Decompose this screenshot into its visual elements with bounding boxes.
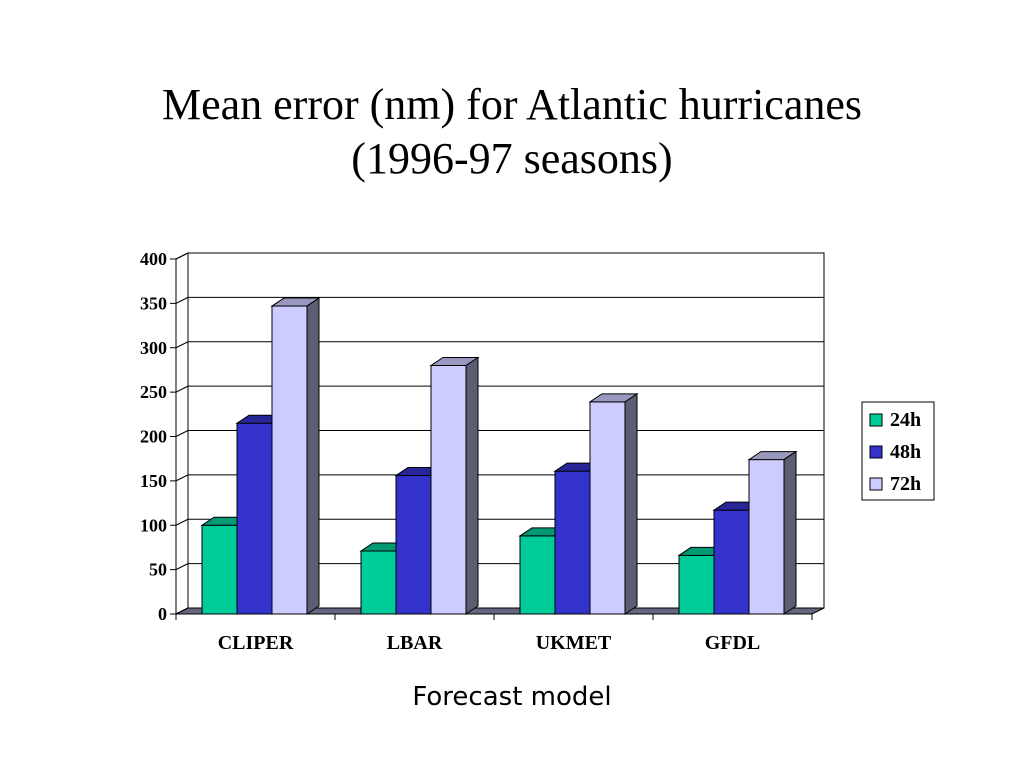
bar-front [554,470,591,615]
y-tick-label: 0 [158,604,167,624]
y-tick-label: 150 [140,471,167,491]
bar-72h-CLIPER [270,297,321,615]
bar-72h-LBAR [429,356,480,615]
gridline-depth [175,341,189,349]
bar-front [430,365,467,615]
bar-front [748,459,785,615]
gridline-depth [175,296,189,304]
x-tick-label: CLIPER [218,632,294,654]
x-tick-label: GFDL [705,632,761,654]
bar-front [678,554,715,615]
legend-label: 48h [890,441,921,463]
bar-front [236,422,273,615]
chart-title-line-1: Mean error (nm) for Atlantic hurricanes [161,80,863,129]
legend-item: 24h [869,409,921,431]
chart-title-line-2: (1996-97 seasons) [351,134,673,183]
bar-side [783,450,797,615]
x-tick-label: UKMET [536,632,612,654]
y-tick-label: 200 [140,427,167,447]
gridline-depth [175,430,189,437]
y-tick-label: 100 [140,515,167,535]
bar-side [624,392,638,615]
bar-side [465,356,479,615]
legend-swatch [869,413,883,427]
x-tick-label: LBAR [387,632,443,654]
y-axis: 0 50 100 150 200 250 300 350 400 [140,249,177,624]
y-tick-label: 350 [140,293,167,313]
legend: 24h 48h 72h [861,401,935,501]
legend-label: 24h [890,409,921,431]
y-tick-label: 250 [140,382,167,402]
bar-front [713,509,750,615]
y-tick-label: 50 [149,560,167,580]
y-tick-label: 400 [140,249,167,269]
x-axis: CLIPER LBAR UKMET GFDL [175,613,813,654]
bar-side [306,297,320,615]
chart-title: Mean error (nm) for Atlantic hurricanes … [0,78,1024,186]
bar-front [395,475,432,615]
legend-item: 72h [869,473,921,495]
bar-front [589,401,626,615]
gridline-depth [175,252,189,260]
legend-label: 72h [890,473,921,495]
y-tick-label: 300 [140,338,167,358]
bar-front [360,550,397,615]
gridline-depth [175,563,189,571]
gridline-depth [175,518,189,526]
gridline-depth [175,385,189,393]
bar-front [201,524,238,615]
bar-front [519,535,556,615]
x-axis-title: Forecast model [412,682,612,712]
legend-swatch [869,477,883,491]
legend-swatch [869,445,883,459]
bar-72h-GFDL [747,450,798,615]
bars [200,297,798,615]
bar-front [271,305,308,615]
legend-item: 48h [869,441,921,463]
gridline-depth [175,474,189,482]
bar-72h-UKMET [588,392,639,615]
